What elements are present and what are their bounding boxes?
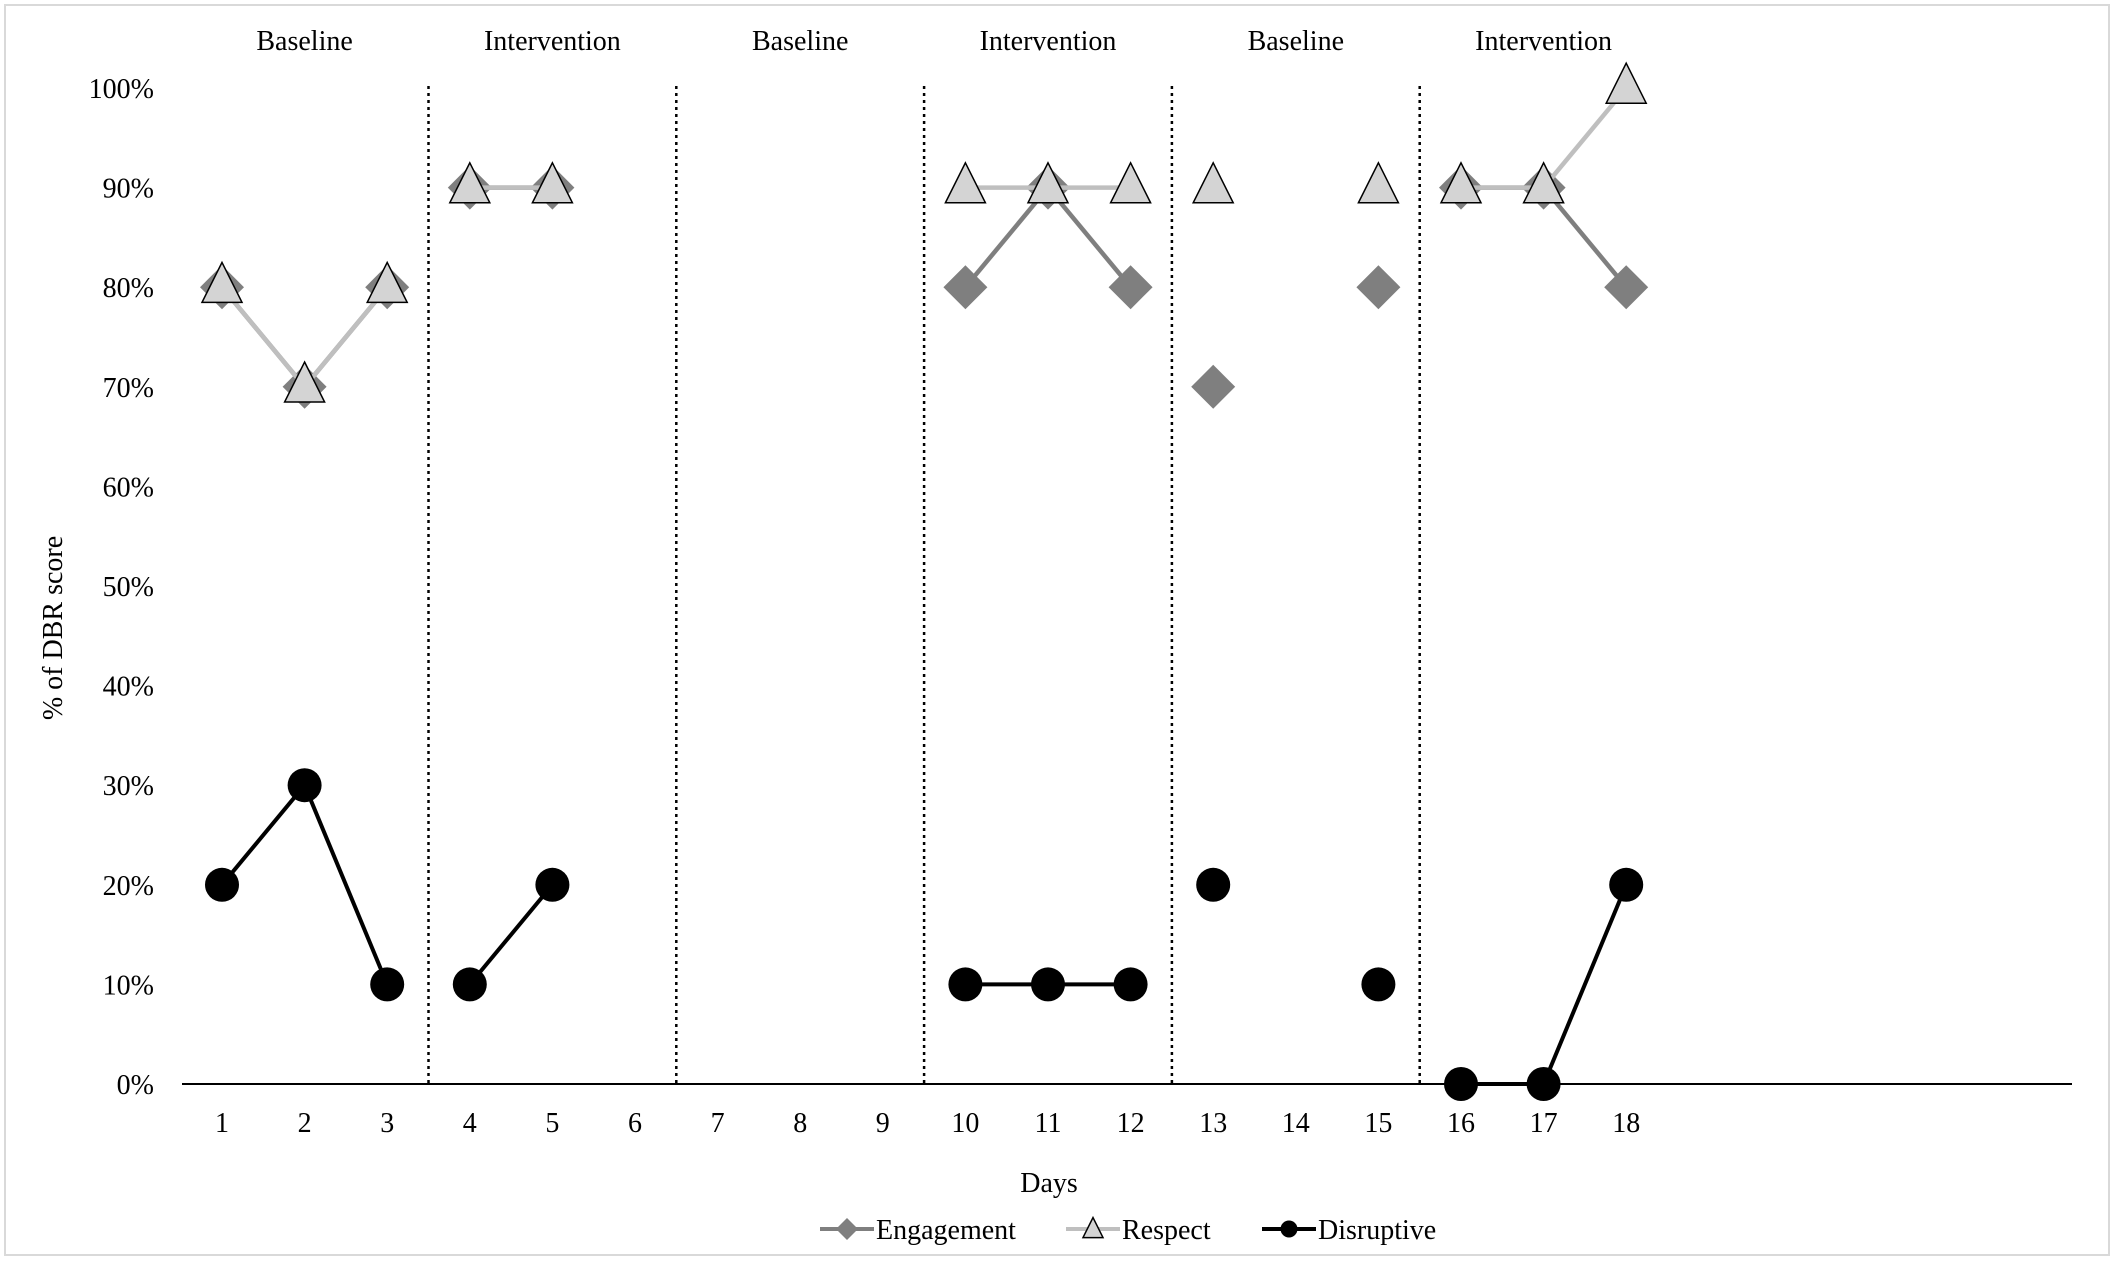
respect-marker bbox=[1109, 161, 1152, 204]
disruptive-marker bbox=[370, 967, 405, 1002]
disruptive-marker bbox=[1444, 1067, 1478, 1101]
x-tick-label: 12 bbox=[1117, 1108, 1145, 1139]
y-tick-label: 10% bbox=[103, 970, 154, 1001]
phase-label: Intervention bbox=[1475, 26, 1612, 57]
respect-marker bbox=[944, 161, 987, 204]
x-tick-label: 14 bbox=[1282, 1108, 1310, 1139]
phase-label: Intervention bbox=[980, 26, 1117, 57]
phase-label: Baseline bbox=[256, 26, 352, 57]
series-line-segment bbox=[1541, 86, 1628, 190]
y-tick-label: 100% bbox=[89, 74, 154, 105]
respect-marker bbox=[1604, 61, 1648, 104]
y-tick-label: 80% bbox=[103, 273, 154, 304]
phase-labels: Baseline Intervention Baseline Intervention… bbox=[256, 26, 1612, 57]
respect-marker bbox=[1357, 161, 1400, 204]
disruptive-marker bbox=[1361, 967, 1396, 1002]
y-tick-label: 60% bbox=[103, 472, 154, 503]
series-layer bbox=[200, 61, 1649, 1101]
x-axis-ticks: 1 2 3 4 5 6 7 8 9 10 11 12 13 14 15 16 17 18 bbox=[215, 1108, 1640, 1139]
disruptive-marker bbox=[1031, 967, 1065, 1002]
x-tick-label: 9 bbox=[876, 1108, 890, 1139]
legend-item-engagement: Engagement bbox=[820, 1215, 1016, 1246]
y-axis-ticks: 0% 10% 20% 30% 40% 50% 60% 70% 80% 90% 100% bbox=[89, 74, 154, 1101]
series-disruptive bbox=[205, 768, 1644, 1101]
respect-marker bbox=[1081, 1215, 1105, 1239]
legend-item-disruptive: Disruptive bbox=[1262, 1215, 1436, 1246]
x-tick-label: 7 bbox=[711, 1108, 725, 1139]
respect-marker bbox=[283, 360, 326, 403]
series-line-segment bbox=[302, 784, 390, 986]
x-tick-label: 10 bbox=[951, 1108, 979, 1139]
engagement-marker bbox=[943, 265, 988, 310]
legend-label: Disruptive bbox=[1318, 1215, 1436, 1246]
y-tick-label: 70% bbox=[103, 373, 154, 404]
disruptive-marker bbox=[287, 768, 322, 803]
series-line-segment bbox=[963, 186, 1050, 289]
engagement-marker bbox=[836, 1218, 858, 1240]
disruptive-marker bbox=[535, 867, 570, 902]
series-line-segment bbox=[1541, 186, 1628, 289]
phase-divider-lines bbox=[427, 86, 1421, 1084]
legend: Engagement Respect Disruptive bbox=[820, 1215, 1436, 1246]
disruptive-marker bbox=[1280, 1220, 1298, 1238]
y-axis-label: % of DBR score bbox=[38, 536, 69, 720]
x-tick-label: 4 bbox=[463, 1108, 477, 1139]
respect-marker bbox=[1026, 161, 1070, 204]
x-tick-label: 5 bbox=[545, 1108, 559, 1139]
disruptive-marker bbox=[948, 967, 983, 1002]
x-tick-label: 18 bbox=[1612, 1108, 1640, 1139]
respect-marker bbox=[1522, 161, 1565, 204]
respect-marker bbox=[531, 161, 574, 204]
disruptive-marker bbox=[205, 867, 239, 902]
respect-marker bbox=[448, 161, 492, 204]
respect-marker bbox=[1191, 161, 1235, 204]
engagement-marker bbox=[1191, 364, 1236, 409]
disruptive-marker bbox=[452, 967, 487, 1002]
x-tick-label: 2 bbox=[298, 1108, 312, 1139]
x-tick-label: 3 bbox=[380, 1108, 394, 1139]
x-tick-label: 11 bbox=[1035, 1108, 1062, 1139]
series-line-segment bbox=[220, 285, 307, 389]
series-line-segment bbox=[302, 285, 389, 389]
respect-marker bbox=[1439, 161, 1483, 204]
legend-label: Respect bbox=[1122, 1215, 1211, 1246]
x-tick-label: 15 bbox=[1364, 1108, 1392, 1139]
chart-frame bbox=[4, 4, 2110, 1256]
series-engagement bbox=[200, 165, 1649, 409]
y-tick-label: 0% bbox=[117, 1070, 154, 1101]
x-tick-label: 8 bbox=[793, 1108, 807, 1139]
phase-label: Baseline bbox=[1248, 26, 1344, 57]
series-line-segment bbox=[1541, 884, 1629, 1085]
disruptive-marker bbox=[1113, 967, 1148, 1002]
legend-item-respect: Respect bbox=[1066, 1215, 1211, 1246]
phase-label: Intervention bbox=[484, 26, 621, 57]
engagement-marker bbox=[1604, 265, 1649, 310]
y-tick-label: 20% bbox=[103, 871, 154, 902]
disruptive-marker bbox=[1196, 867, 1231, 902]
disruptive-marker bbox=[1526, 1067, 1561, 1101]
y-tick-label: 30% bbox=[103, 771, 154, 802]
series-line-segment bbox=[220, 783, 307, 887]
y-tick-label: 90% bbox=[103, 174, 154, 205]
engagement-marker bbox=[1356, 265, 1401, 310]
x-tick-label: 16 bbox=[1447, 1108, 1475, 1139]
series-line-segment bbox=[468, 883, 554, 986]
respect-marker bbox=[200, 260, 244, 304]
x-tick-label: 6 bbox=[628, 1108, 642, 1139]
x-tick-label: 13 bbox=[1199, 1108, 1227, 1139]
y-tick-label: 50% bbox=[103, 572, 154, 603]
y-tick-label: 40% bbox=[103, 672, 154, 703]
x-axis-label: Days bbox=[1020, 1168, 1078, 1199]
series-line-segment bbox=[1046, 186, 1133, 289]
series-respect bbox=[200, 61, 1648, 403]
x-tick-label: 1 bbox=[215, 1108, 229, 1139]
engagement-marker bbox=[1108, 265, 1153, 310]
legend-label: Engagement bbox=[876, 1215, 1016, 1246]
phase-label: Baseline bbox=[752, 26, 848, 57]
x-tick-label: 17 bbox=[1530, 1108, 1558, 1139]
respect-marker bbox=[365, 260, 409, 304]
disruptive-marker bbox=[1609, 867, 1644, 902]
